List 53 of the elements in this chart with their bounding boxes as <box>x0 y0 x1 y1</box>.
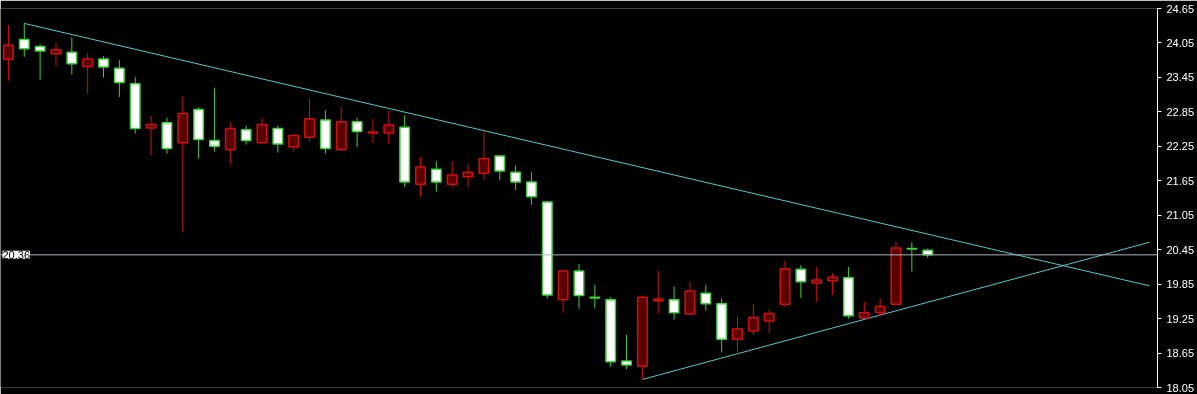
y-tick-label: 22.85 <box>1166 105 1195 118</box>
candlestick <box>510 164 522 191</box>
candlestick <box>240 125 252 146</box>
y-tick-label: 18.05 <box>1166 381 1195 394</box>
y-tick-label: 19.85 <box>1166 278 1195 291</box>
candlestick <box>795 264 807 299</box>
candlestick <box>304 98 316 143</box>
candlestick <box>415 156 427 198</box>
candlestick <box>66 36 78 76</box>
candlestick <box>351 117 363 148</box>
candlestick <box>208 87 220 152</box>
candlestick <box>874 297 886 317</box>
candlestick <box>763 308 775 335</box>
y-tick-label: 24.05 <box>1166 36 1195 49</box>
candlestick <box>82 52 94 95</box>
candlestick <box>747 303 759 336</box>
candlestick <box>430 160 442 193</box>
candlestick <box>700 284 712 312</box>
candlestick <box>684 281 696 316</box>
candlestick <box>145 115 157 157</box>
candlestick <box>98 55 110 78</box>
candlestick <box>272 125 284 154</box>
candlestick <box>462 163 474 188</box>
candlestick <box>478 130 490 181</box>
candlestick <box>367 118 379 144</box>
candlestick <box>383 110 395 145</box>
y-tick-label: 20.45 <box>1166 243 1195 256</box>
y-tick-label: 24.65 <box>1166 2 1195 15</box>
candlestick <box>446 160 458 189</box>
candlestick <box>621 334 633 370</box>
candlestick <box>18 22 30 58</box>
y-tick-label: 22.25 <box>1166 140 1195 153</box>
candlestick <box>2 24 14 82</box>
candlestick <box>256 117 268 145</box>
candlestick <box>906 241 918 272</box>
y-tick-label: 18.65 <box>1166 347 1195 360</box>
candlestick <box>50 41 62 67</box>
candlestick <box>494 155 506 181</box>
candlestick <box>652 270 664 314</box>
candlestick <box>525 171 537 206</box>
candlestick <box>731 315 743 353</box>
y-tick-label: 19.25 <box>1166 312 1195 325</box>
candlestick <box>811 266 823 303</box>
ref-line-label: 20.36 <box>2 248 31 261</box>
candlestick <box>589 284 601 309</box>
candlestick <box>34 43 46 81</box>
y-tick-label: 21.65 <box>1166 174 1195 187</box>
y-tick-label: 23.45 <box>1166 71 1195 84</box>
y-tick-label: 21.05 <box>1166 209 1195 222</box>
candlestick <box>827 272 839 296</box>
candlestick <box>668 285 680 321</box>
candlestick <box>113 59 125 98</box>
candlestick <box>224 121 236 166</box>
